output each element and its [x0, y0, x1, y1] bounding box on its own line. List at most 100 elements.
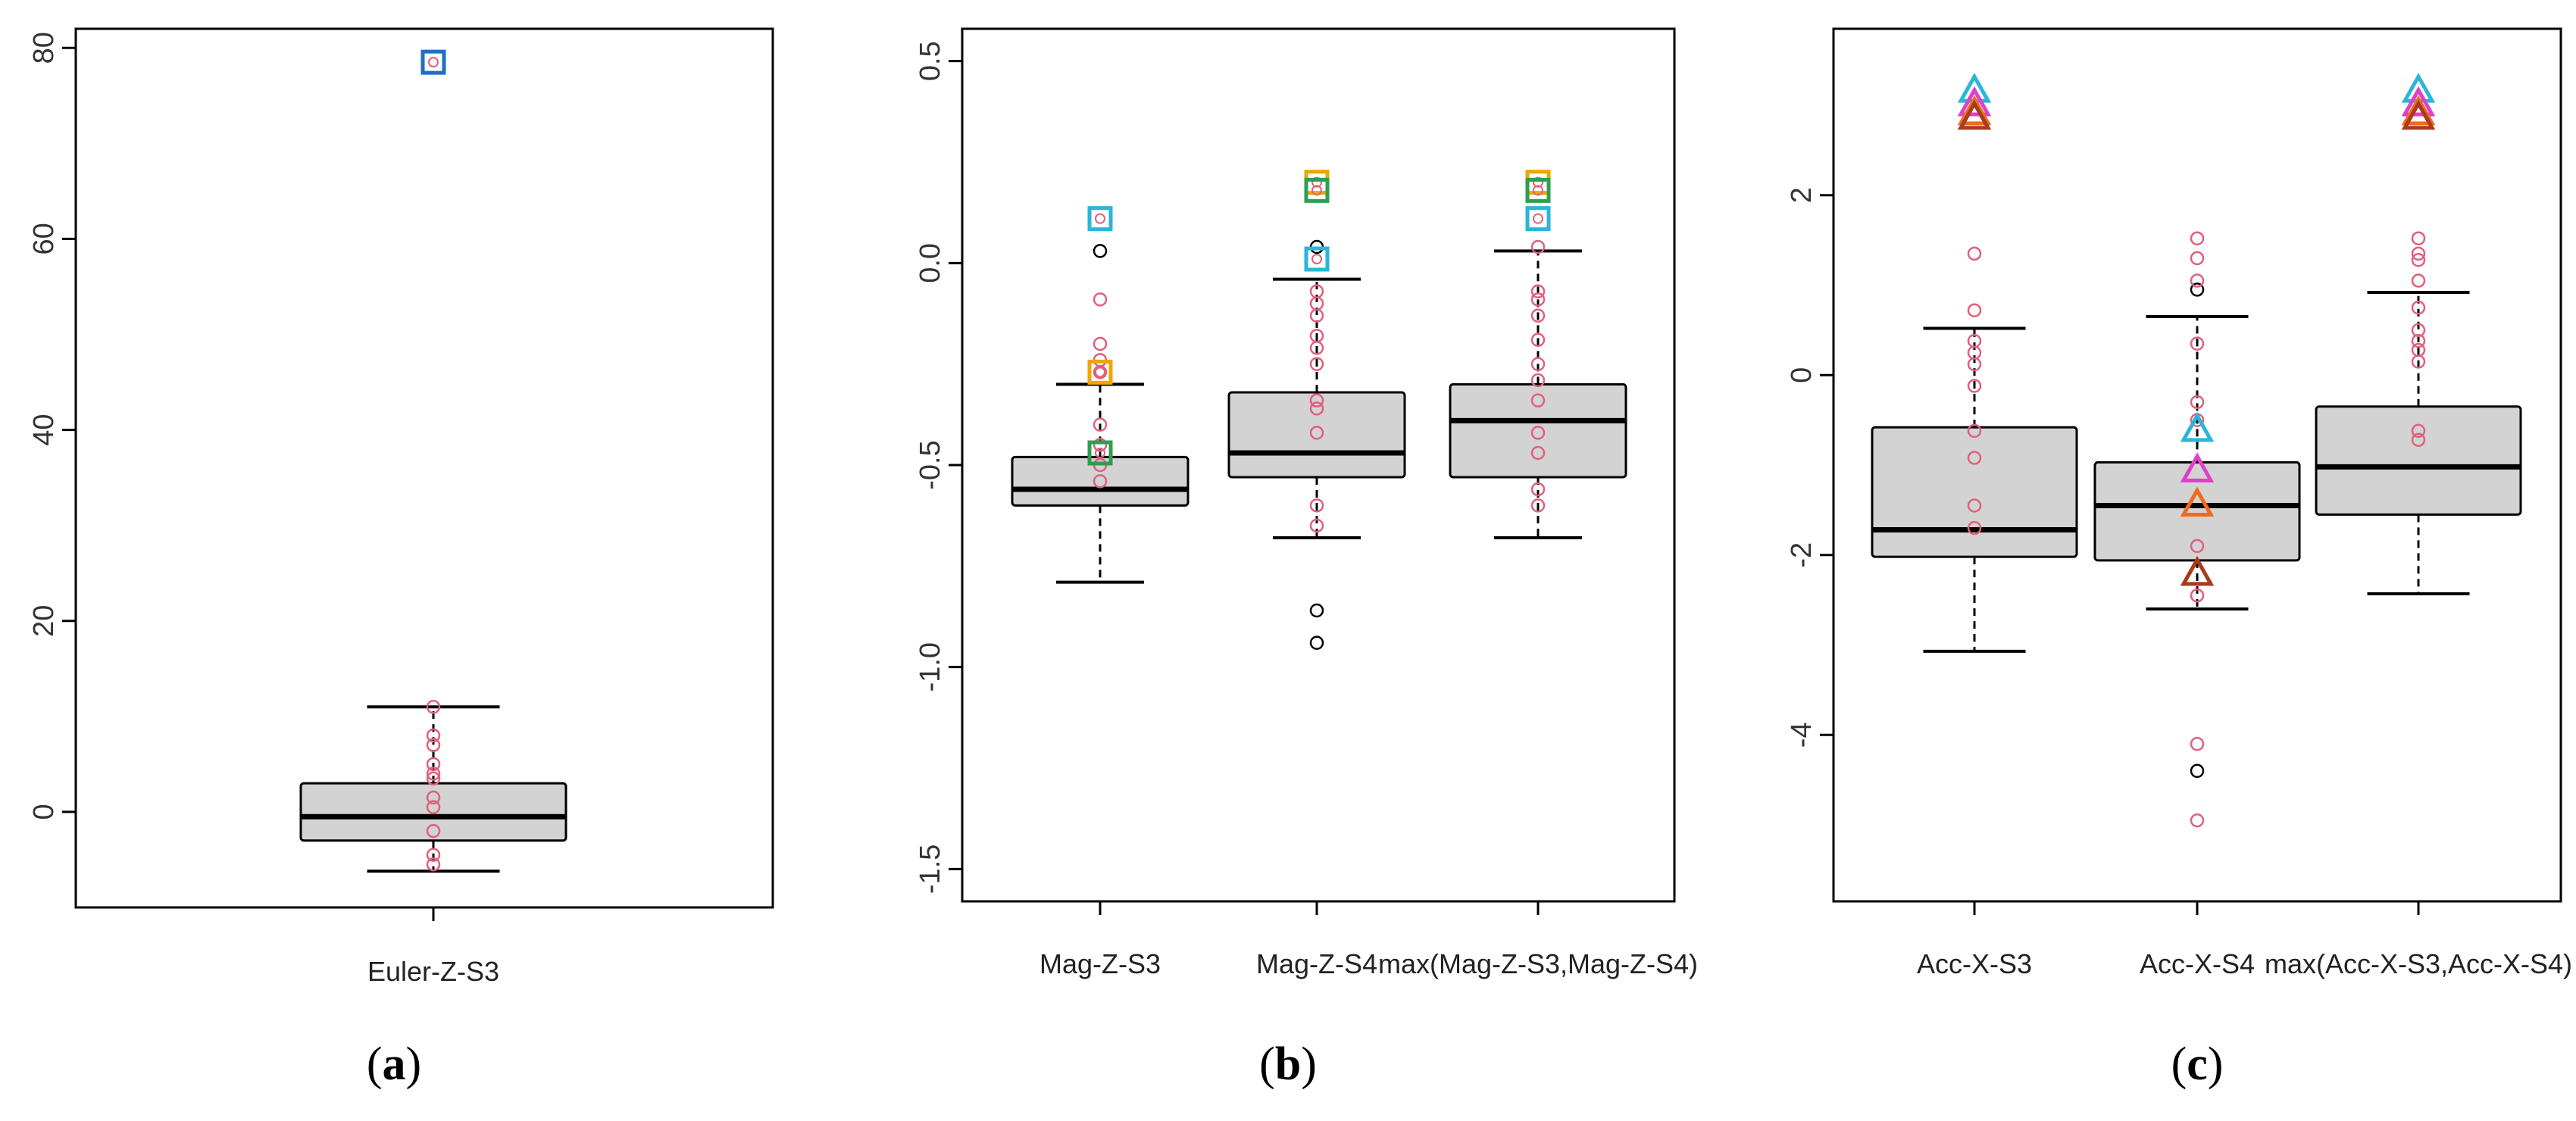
highlight-inner-point — [1311, 176, 1322, 188]
box-group: Acc-X-S4 — [2093, 231, 2301, 979]
data-point — [426, 699, 441, 714]
y-tick-label: 0.0 — [914, 243, 946, 283]
data-point — [1530, 308, 1546, 323]
box-group: Euler-Z-S3 — [299, 49, 567, 987]
y-axis-b: -1.5 -1.0 -0.5 0.0 0.5 — [914, 41, 964, 894]
highlight-square-marker — [1087, 206, 1113, 232]
y-tick-label: 60 — [28, 223, 60, 254]
data-point — [426, 728, 441, 743]
panel-b: -1.5 -1.0 -0.5 0.0 0.5 Mag-Z-S3 Mag-Z-S4 max(M… — [914, 27, 1698, 1090]
panel-c: -4 -2 0 2 Acc-X-S3 Acc-X-S4 max(Acc-X-S3,Acc-… — [1786, 27, 2572, 1090]
data-point — [426, 848, 441, 862]
outlier-point — [2190, 763, 2205, 779]
outlier-point — [2190, 283, 2205, 297]
data-point — [426, 823, 441, 838]
data-point — [2190, 539, 2205, 554]
data-point — [1530, 393, 1546, 407]
data-point — [1530, 373, 1546, 388]
data-point — [2411, 273, 2426, 288]
data-point — [2411, 231, 2426, 245]
data-point — [2190, 588, 2205, 603]
data-point — [2190, 336, 2205, 351]
highlight-inner-point — [1095, 448, 1105, 458]
data-point — [2411, 300, 2426, 315]
data-point — [1530, 239, 1546, 254]
plot-frame-a — [74, 27, 774, 909]
data-point — [2190, 251, 2205, 266]
caption-b: (b) — [1259, 1038, 1317, 1090]
category-label: max(Acc-X-S3,Acc-X-S4) — [2265, 948, 2572, 979]
data-point — [2190, 736, 2205, 751]
y-tick-label: 2 — [1786, 187, 1818, 203]
box-iqr — [299, 782, 567, 842]
box-group: max(Acc-X-S3,Acc-X-S4) — [2265, 73, 2572, 979]
data-point — [2190, 273, 2205, 288]
y-tick-label: 0 — [1786, 367, 1818, 383]
data-point — [1309, 393, 1324, 407]
data-point — [426, 738, 441, 752]
data-point — [2411, 432, 2426, 447]
highlight-triangle-marker — [2401, 99, 2436, 130]
data-point — [1530, 426, 1546, 440]
data-point — [426, 857, 441, 872]
caption-c: (c) — [2171, 1038, 2224, 1090]
highlight-triangle-marker — [2401, 86, 2436, 117]
data-point — [1530, 482, 1546, 497]
box-iqr — [1449, 383, 1627, 479]
y-tick-label: 20 — [28, 605, 60, 637]
data-point — [1093, 336, 1108, 351]
highlight-inner-point — [1533, 176, 1543, 188]
caption-a: (a) — [367, 1038, 421, 1090]
category-label: max(Mag-Z-S3,Mag-Z-S4) — [1378, 948, 1698, 979]
box-iqr — [1871, 426, 2078, 558]
data-point — [1093, 474, 1108, 489]
data-point — [2411, 323, 2426, 338]
highlight-square-marker — [1087, 359, 1113, 385]
highlight-triangle-marker — [2180, 486, 2215, 517]
highlight-inner-point — [1311, 254, 1322, 264]
panel-a: 0 20 40 60 80 Euler-Z-S3 (a) — [28, 27, 774, 1090]
highlight-triangle-marker — [2180, 555, 2215, 586]
highlight-inner-point — [1533, 185, 1543, 196]
marks-c: Acc-X-S3 Acc-X-S4 max(Acc-X-S3,Acc-X-S4) — [1871, 73, 2572, 979]
data-point — [1309, 498, 1324, 513]
y-tick-label: -1.0 — [914, 642, 946, 692]
data-point — [2411, 246, 2426, 261]
data-point — [1967, 303, 1982, 317]
highlight-triangle-marker — [2401, 95, 2436, 126]
outlier-point — [1309, 603, 1324, 618]
data-point — [1093, 417, 1108, 432]
data-point — [1967, 423, 1982, 439]
highlight-inner-point — [1095, 367, 1105, 378]
y-axis-a: 0 20 40 60 80 — [28, 32, 77, 820]
data-point — [426, 767, 441, 781]
outlier-point — [1309, 635, 1324, 650]
highlight-triangle-marker — [1957, 99, 1992, 130]
data-point — [1967, 498, 1982, 513]
data-point — [1309, 518, 1324, 533]
data-point — [426, 771, 441, 786]
data-point — [2190, 395, 2205, 410]
data-point — [1530, 333, 1546, 347]
data-point — [2190, 231, 2205, 245]
data-point — [1530, 357, 1546, 371]
data-point — [1967, 357, 1982, 372]
data-point — [1093, 292, 1108, 307]
highlight-square-marker — [1525, 170, 1551, 195]
highlight-triangle-marker — [2180, 452, 2215, 482]
data-point — [426, 757, 441, 772]
highlight-square-marker — [420, 49, 446, 75]
data-point — [1309, 357, 1324, 371]
category-label: Mag-Z-S4 — [1256, 948, 1377, 979]
highlight-inner-point — [1311, 185, 1322, 196]
box-group: Mag-Z-S3 — [1011, 206, 1190, 979]
highlight-triangle-marker — [2180, 411, 2215, 442]
box-iqr — [1227, 391, 1406, 479]
y-tick-label: -0.5 — [914, 440, 946, 489]
data-point — [2190, 813, 2205, 828]
box-group: max(Mag-Z-S3,Mag-Z-S4) — [1378, 170, 1698, 979]
highlight-triangle-marker — [1957, 95, 1992, 126]
highlight-square-marker — [1304, 246, 1330, 272]
data-point — [1530, 445, 1546, 461]
